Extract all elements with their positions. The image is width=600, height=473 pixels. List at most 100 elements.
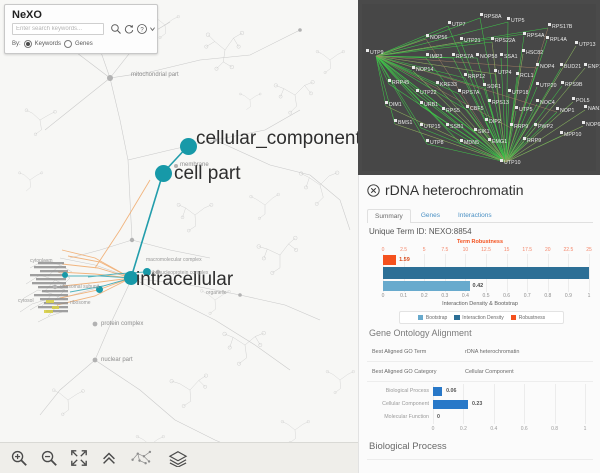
close-circle-icon[interactable] [367,183,380,197]
gene-node-dot[interactable] [412,66,415,69]
gene-node-dot[interactable] [385,101,388,104]
gene-node-dot[interactable] [452,53,455,56]
gene-node-dot[interactable] [460,37,463,40]
gene-node-label: BUD21 [564,64,582,70]
gene-node-dot[interactable] [483,83,486,86]
ontology-tree-view[interactable]: cellular_component cell part intracellul… [0,0,358,473]
gene-node-dot[interactable] [560,63,563,66]
gene-node-dot[interactable] [494,69,497,72]
term-detail-panel[interactable]: rDNA heterochromatin Summary Genes Inter… [358,175,600,473]
tab-genes[interactable]: Genes [420,212,440,219]
gene-node-label: NOP58 [480,54,498,60]
gene-node-dot[interactable] [584,105,587,108]
layers-icon[interactable] [168,449,188,467]
reset-icon[interactable] [123,23,135,35]
tree-label-ribosomal-subunit: ribosomal subunit [60,284,100,290]
gene-node-dot[interactable] [510,123,513,126]
gene-node-dot[interactable] [534,123,537,126]
node-cluster-anchor-a[interactable] [143,268,151,276]
detail-tab-bar[interactable]: Summary Genes Interactions [367,205,593,223]
gene-node-dot[interactable] [582,121,585,124]
gene-node-dot[interactable] [536,99,539,102]
node-cluster-anchor-c[interactable] [62,272,68,278]
search-input[interactable] [12,23,104,35]
zoom-out-icon[interactable] [40,449,58,467]
node-cell-part[interactable] [155,165,172,182]
fit-to-screen-icon[interactable] [70,449,88,467]
gene-node-dot[interactable] [460,139,463,142]
gene-node-dot[interactable] [488,138,491,141]
gene-node-dot[interactable] [366,49,369,52]
gene-node-dot[interactable] [546,36,549,39]
gene-node-dot[interactable] [500,53,503,56]
gene-node-label: RPS7A [456,54,474,60]
network-overview-icon[interactable] [130,449,156,467]
gene-node-dot[interactable] [426,139,429,142]
search-panel[interactable]: NeXO ? By: Keywords Genes [4,4,158,54]
gene-node-dot[interactable] [548,23,551,26]
gene-node-dot[interactable] [476,53,479,56]
gene-network-canvas[interactable] [362,4,596,171]
gene-node-dot[interactable] [446,123,449,126]
gene-node-dot[interactable] [491,37,494,40]
gene-node-dot[interactable] [464,73,467,76]
tab-interactions[interactable]: Interactions [457,212,492,219]
gene-node-dot[interactable] [515,106,518,109]
gene-node-dot[interactable] [523,32,526,35]
gene-node-dot[interactable] [508,89,511,92]
gene-interaction-network[interactable]: UTP9 UTP7 RPS8A UTP5 RPS17B NOP56 UTP21 RPS22A R… [358,0,600,175]
gene-node-dot[interactable] [416,89,419,92]
gene-node-dot[interactable] [556,107,559,110]
help-icon[interactable]: ? [136,23,148,35]
gene-node-dot[interactable] [500,159,503,162]
robustness-bottom-tick: 0.4 [461,293,469,299]
gene-node-dot[interactable] [466,105,469,108]
gene-node-dot[interactable] [442,107,445,110]
node-cluster-anchor-b[interactable] [96,286,103,293]
gene-node-dot[interactable] [536,63,539,66]
gene-node-dot[interactable] [575,41,578,44]
tree-toolbar[interactable] [0,442,358,473]
gene-node-dot[interactable] [448,21,451,24]
gene-node-dot[interactable] [523,137,526,140]
biological-process-title: Biological Process [369,441,447,452]
chart-bar [433,400,468,409]
robustness-bottom-tick: 1 [587,293,591,299]
node-intracellular[interactable] [124,271,138,285]
gene-node-label: UTP21 [464,38,481,44]
gene-node-dot[interactable] [474,128,477,131]
gene-node-label: RCL1 [520,73,534,79]
chevron-down-icon[interactable] [149,23,156,35]
gene-node-dot[interactable] [485,118,488,121]
radio-keywords[interactable] [23,40,32,48]
collapse-icon[interactable] [100,449,118,467]
gene-node-dot[interactable] [522,49,525,52]
gene-node-label: RPS9B [565,82,583,88]
gene-node-dot[interactable] [394,119,397,122]
gene-node-dot[interactable] [584,63,587,66]
gene-node-dot[interactable] [561,81,564,84]
radio-genes[interactable] [64,40,73,48]
gene-node-dot[interactable] [480,13,483,16]
gene-node-label: HSC82 [526,50,544,56]
gene-node-dot[interactable] [426,34,429,37]
gene-node-dot[interactable] [420,101,423,104]
tab-summary[interactable]: Summary [367,209,411,223]
search-icon[interactable] [110,23,122,35]
gene-node-dot[interactable] [560,131,563,134]
tree-graph-canvas[interactable] [0,0,358,473]
gene-node-dot[interactable] [507,17,510,20]
gene-node-dot[interactable] [458,89,461,92]
gene-node-dot[interactable] [426,53,429,56]
gene-node-dot[interactable] [572,97,575,100]
zoom-in-icon[interactable] [10,449,28,467]
gene-node-dot[interactable] [420,123,423,126]
gene-node-dot[interactable] [536,82,539,85]
legend-swatch-robustness [510,314,517,321]
gene-node-dot[interactable] [388,79,391,82]
gene-node-dot[interactable] [436,81,439,84]
gene-node-dot[interactable] [488,99,491,102]
tree-label-ribonucleoprotein-complex: ribonucleoprotein complex [150,270,209,276]
node-cellular-component[interactable] [180,138,197,155]
gene-node-dot[interactable] [516,72,519,75]
